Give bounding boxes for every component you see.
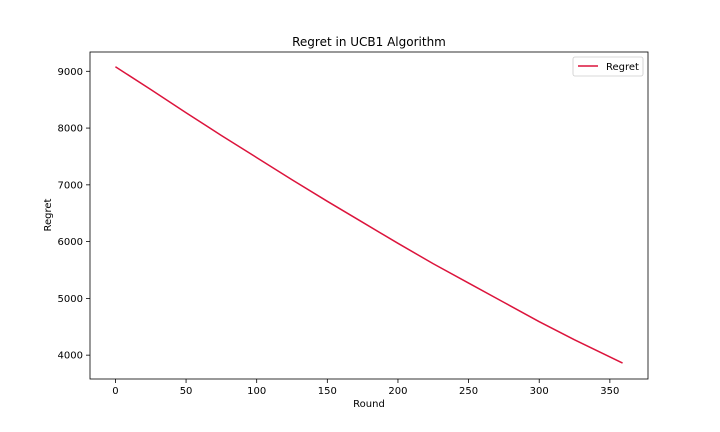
legend-label-regret: Regret [606,62,639,73]
series-line-regret [115,66,623,364]
x-tick-label: 300 [530,386,549,397]
x-tick-label: 100 [247,386,266,397]
plot-area [89,51,649,380]
x-axis-title: Round [353,399,385,410]
y-axis-title: Regret [43,198,54,231]
x-axis: 0 50 100 150 200 250 300 350 [112,379,619,397]
y-tick-label: 9000 [58,67,83,78]
y-axis: 4000 5000 6000 7000 8000 9000 [58,67,90,362]
x-tick-label: 350 [600,386,619,397]
y-tick-label: 7000 [58,180,83,191]
x-tick-label: 150 [318,386,337,397]
y-tick-label: 6000 [58,237,83,248]
chart-title: Regret in UCB1 Algorithm [292,35,446,49]
y-tick-label: 4000 [58,351,83,362]
x-tick-label: 0 [112,386,118,397]
series-layer [115,66,623,364]
legend: Regret [572,56,644,77]
x-tick-label: 200 [388,386,407,397]
y-tick-label: 5000 [58,294,83,305]
y-tick-label: 8000 [58,124,83,135]
x-tick-label: 250 [459,386,478,397]
legend-box [572,56,644,77]
x-tick-label: 50 [180,386,193,397]
